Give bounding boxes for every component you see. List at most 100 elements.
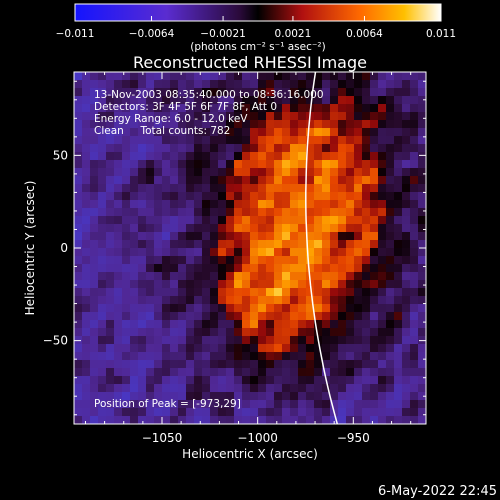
heatmap-cell: [218, 216, 227, 225]
heatmap-cell: [274, 360, 283, 369]
heatmap-cell: [258, 272, 267, 281]
heatmap-cell: [202, 128, 211, 137]
heatmap-cell: [130, 152, 139, 161]
heatmap-cell: [386, 208, 395, 217]
heatmap-cell: [98, 320, 107, 329]
heatmap-cell: [306, 248, 315, 257]
heatmap-cell: [402, 208, 411, 217]
heatmap-cell: [106, 216, 115, 225]
heatmap-cell: [290, 128, 299, 137]
heatmap-cell: [354, 160, 363, 169]
heatmap-cell: [194, 96, 203, 105]
heatmap-cell: [386, 216, 395, 225]
heatmap-cell: [250, 184, 259, 193]
heatmap-cell: [330, 392, 339, 401]
heatmap-cell: [178, 216, 187, 225]
heatmap-cell: [378, 264, 387, 273]
heatmap-cell: [250, 224, 259, 233]
heatmap-cell: [266, 104, 275, 113]
heatmap-cell: [266, 200, 275, 209]
heatmap-cell: [322, 136, 331, 145]
heatmap-cell: [106, 120, 115, 129]
heatmap-cell: [218, 280, 227, 289]
heatmap-cell: [250, 368, 259, 377]
heatmap-cell: [298, 264, 307, 273]
heatmap-cell: [298, 232, 307, 241]
heatmap-cell: [274, 272, 283, 281]
heatmap-cell: [290, 192, 299, 201]
heatmap-cell: [322, 152, 331, 161]
heatmap-cell: [210, 184, 219, 193]
heatmap-cell: [306, 296, 315, 305]
heatmap-cell: [314, 176, 323, 185]
heatmap-cell: [290, 96, 299, 105]
heatmap-cell: [162, 296, 171, 305]
heatmap-cell: [418, 216, 426, 225]
heatmap-cell: [362, 104, 371, 113]
heatmap-cell: [226, 360, 235, 369]
heatmap-cell: [210, 144, 219, 153]
heatmap-cell: [234, 88, 243, 97]
heatmap-cell: [146, 312, 155, 321]
footer-date: 6-May-2022 22:45: [378, 484, 497, 499]
heatmap-cell: [410, 352, 419, 361]
heatmap-cell: [154, 72, 163, 81]
heatmap-cell: [154, 136, 163, 145]
heatmap-cell: [162, 288, 171, 297]
heatmap-cell: [242, 224, 251, 233]
heatmap-cell: [114, 256, 123, 265]
heatmap-cell: [410, 360, 419, 369]
heatmap-cell: [210, 176, 219, 185]
heatmap-cell: [138, 72, 147, 81]
heatmap-cell: [234, 328, 243, 337]
heatmap-cell: [362, 112, 371, 121]
heatmap-cell: [194, 144, 203, 153]
heatmap-cell: [122, 232, 131, 241]
heatmap-cell: [98, 120, 107, 129]
heatmap-cell: [82, 320, 91, 329]
heatmap-cell: [90, 160, 99, 169]
heatmap-cell: [210, 104, 219, 113]
heatmap-cell: [226, 416, 235, 424]
heatmap-cell: [410, 304, 419, 313]
heatmap-cell: [146, 88, 155, 97]
heatmap-cell: [234, 112, 243, 121]
heatmap-cell: [242, 296, 251, 305]
heatmap-cell: [170, 272, 179, 281]
heatmap-cell: [130, 368, 139, 377]
heatmap-cell: [242, 112, 251, 121]
heatmap-cell: [258, 192, 267, 201]
heatmap-cell: [298, 288, 307, 297]
heatmap-cell: [138, 400, 147, 409]
heatmap-cell: [394, 176, 403, 185]
heatmap-cell: [98, 96, 107, 105]
heatmap-cell: [146, 192, 155, 201]
heatmap-cell: [346, 248, 355, 257]
heatmap-cell: [170, 256, 179, 265]
heatmap-cell: [234, 160, 243, 169]
heatmap-cell: [386, 304, 395, 313]
heatmap-cell: [114, 368, 123, 377]
heatmap-cell: [178, 400, 187, 409]
heatmap-cell: [122, 320, 131, 329]
heatmap-cell: [202, 344, 211, 353]
heatmap-cell: [258, 128, 267, 137]
heatmap-cell: [258, 352, 267, 361]
heatmap-cell: [298, 208, 307, 217]
heatmap-cell: [402, 192, 411, 201]
heatmap-cell: [194, 112, 203, 121]
heatmap-cell: [402, 128, 411, 137]
heatmap-cell: [402, 104, 411, 113]
heatmap-cell: [82, 184, 91, 193]
heatmap-cell: [82, 96, 91, 105]
heatmap-cell: [154, 200, 163, 209]
heatmap-cell: [290, 232, 299, 241]
heatmap-cell: [154, 120, 163, 129]
heatmap-cell: [106, 168, 115, 177]
heatmap-cell: [234, 336, 243, 345]
heatmap-cell: [354, 296, 363, 305]
heatmap-cell: [370, 80, 379, 89]
heatmap-cell: [122, 168, 131, 177]
heatmap-cell: [90, 192, 99, 201]
heatmap-cell: [394, 72, 403, 81]
